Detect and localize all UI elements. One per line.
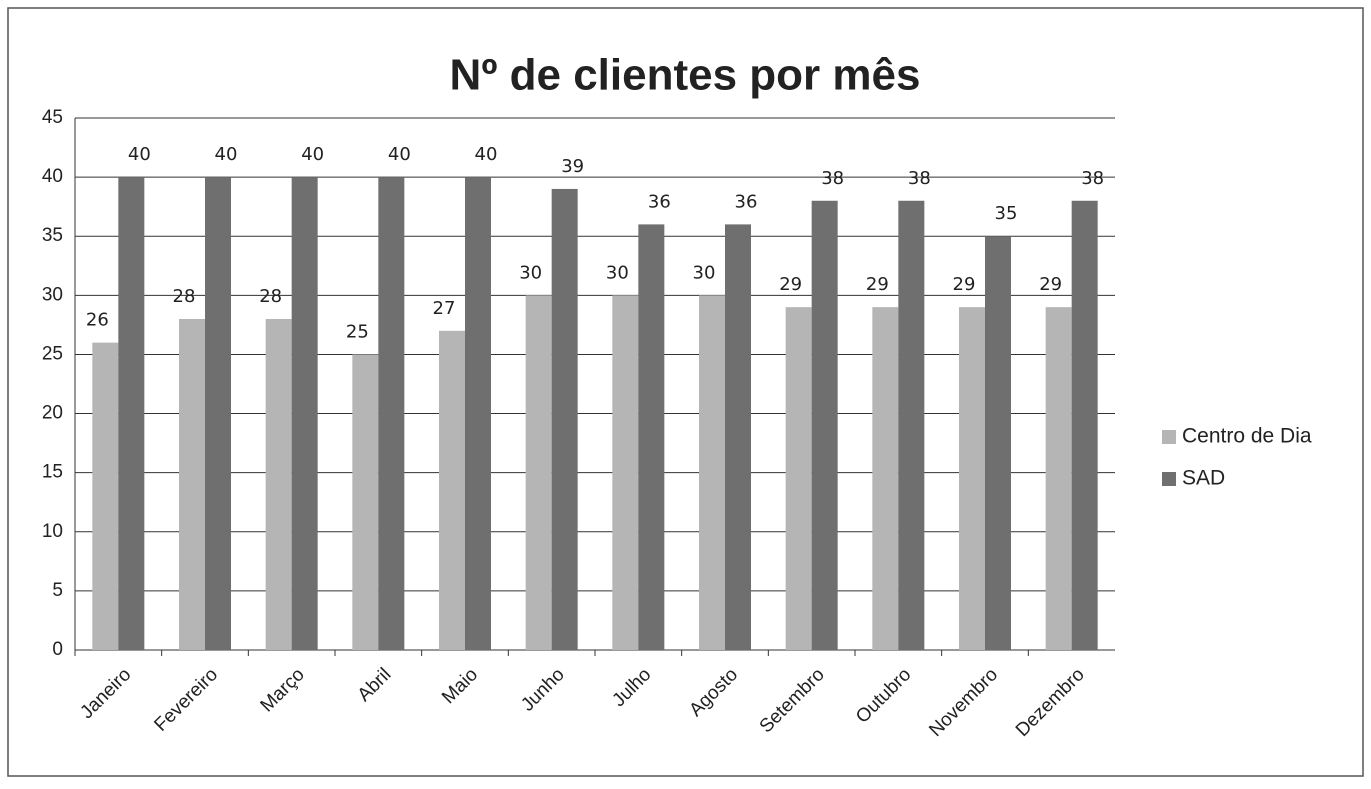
data-label: 29 [953,274,976,295]
data-label: 39 [561,156,584,177]
bar [179,318,205,650]
bar [898,200,925,650]
data-label: 27 [433,298,456,319]
data-label: 40 [128,144,151,165]
legend-swatch [1162,430,1176,444]
chart-title: Nº de clientes por mês [450,51,921,100]
bar [872,307,899,650]
x-tick-label: Abril [354,664,396,706]
y-tick-label: 20 [42,403,63,424]
x-tick-label: Março [257,664,309,716]
x-tick-label: Novembro [925,664,1002,741]
data-label: 28 [259,286,282,307]
y-tick-label: 40 [42,166,63,187]
data-label: 35 [995,203,1018,224]
data-label: 40 [475,144,498,165]
y-tick-label: 45 [42,107,63,128]
bar [439,330,465,650]
bar [985,236,1011,650]
data-label: 38 [908,168,931,189]
bar [725,224,751,650]
bar [525,295,552,650]
y-tick-label: 0 [52,639,63,660]
data-label: 40 [301,144,324,165]
x-tick-label: Setembro [756,664,829,737]
x-tick-label: Agosto [685,664,742,721]
y-tick-label: 25 [42,343,63,364]
y-tick-label: 30 [42,284,63,305]
data-label: 26 [86,310,109,331]
legend-swatch [1162,472,1176,486]
bar [811,200,838,650]
x-tick-label: Julho [608,664,655,711]
x-tick-label: Janeiro [76,664,135,723]
bar [551,188,578,650]
x-tick-label: Dezembro [1012,664,1089,741]
data-label: 29 [866,274,889,295]
bar [465,177,491,650]
data-label: 29 [779,274,802,295]
bar [265,318,292,650]
x-tick-label: Junho [517,664,568,715]
x-tick-label: Fevereiro [150,664,222,736]
x-tick-label: Maio [438,664,482,708]
chart-border [7,7,1364,777]
bar [638,224,665,650]
bar [959,307,985,650]
data-label: 30 [693,262,716,283]
data-label: 30 [519,262,542,283]
data-label: 36 [648,191,671,212]
bar [1071,200,1098,650]
bar [118,177,145,650]
bar [612,295,639,650]
y-tick-label: 5 [52,580,63,601]
legend-label: SAD [1182,467,1225,490]
y-tick-label: 10 [42,521,63,542]
bar [205,177,231,650]
bar [699,295,725,650]
data-label: 36 [735,191,758,212]
data-label: 38 [1081,168,1104,189]
y-tick-label: 35 [42,225,63,246]
y-tick-label: 15 [42,462,63,483]
data-label: 38 [821,168,844,189]
data-label: 30 [606,262,629,283]
bar [378,177,405,650]
x-tick-label: Outubro [852,664,915,727]
bar [291,177,318,650]
bar [785,307,812,650]
bar [92,342,119,650]
legend-label: Centro de Dia [1182,425,1312,448]
data-label: 40 [388,144,411,165]
data-label: 40 [215,144,238,165]
bar [1045,307,1072,650]
data-label: 29 [1039,274,1062,295]
bar [352,354,379,650]
data-label: 25 [346,321,369,342]
data-label: 28 [173,286,196,307]
